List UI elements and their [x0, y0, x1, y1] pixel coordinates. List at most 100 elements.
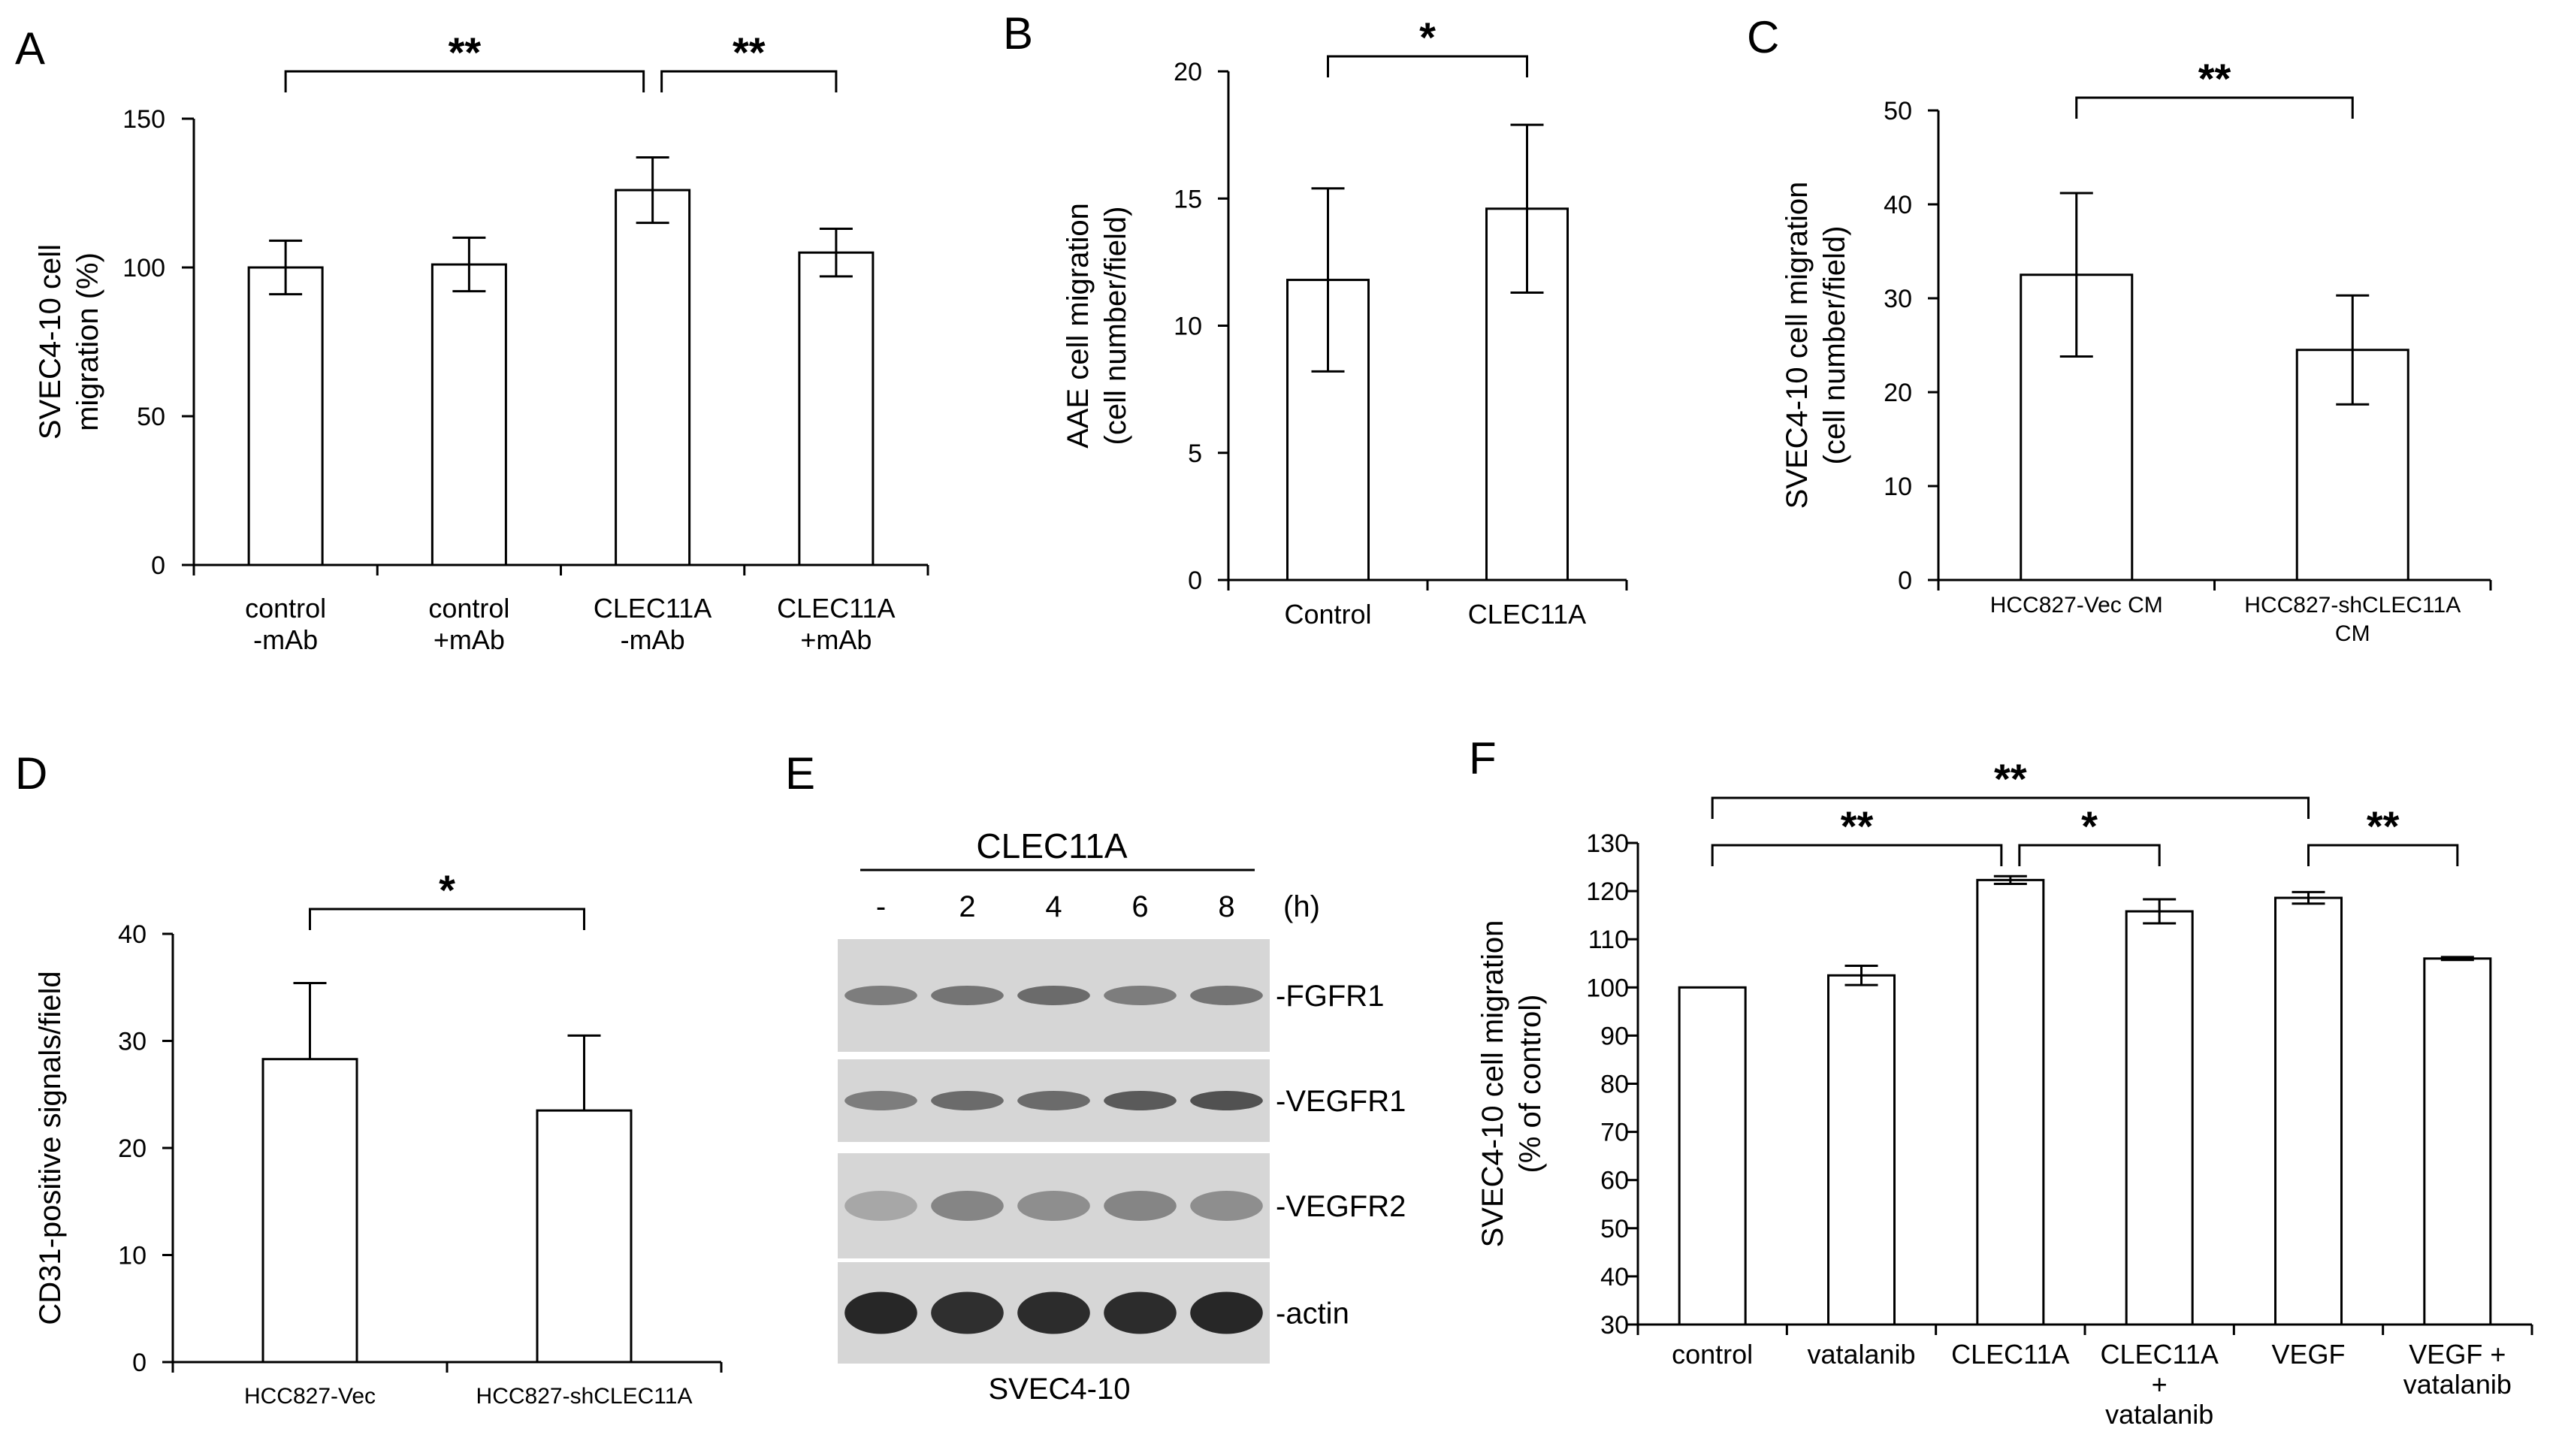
significance-bracket — [309, 908, 585, 930]
lane-label: 6 — [1131, 890, 1148, 923]
blot-row-label: -FGFR1 — [1276, 980, 1384, 1013]
y-tick-label: 80 — [1600, 1071, 1629, 1099]
y-tick-label: 10 — [1174, 313, 1202, 341]
y-tick-label: 10 — [118, 1242, 147, 1270]
y-tick-label: 50 — [1600, 1215, 1629, 1243]
y-tick-label: 150 — [122, 105, 165, 134]
y-axis-label: SVEC4-10 cell — [34, 244, 67, 440]
blot-band — [1190, 1191, 1263, 1221]
blot-band — [931, 1291, 1004, 1334]
y-axis-label: AAE cell migration — [1062, 203, 1095, 449]
bar — [247, 266, 324, 566]
significance-bracket — [1711, 796, 2310, 819]
y-tick-label: 0 — [132, 1349, 147, 1377]
bar — [536, 1109, 633, 1364]
category-label: CLEC11A — [594, 593, 711, 624]
y-tick-label: 90 — [1600, 1022, 1629, 1050]
chart-f: 30 40 50 60 70 80 90 100 110 120 130 control vatalan… — [1476, 755, 2533, 1430]
category-label: VEGF — [2271, 1339, 2345, 1370]
blot-cell-line: SVEC4-10 — [989, 1373, 1131, 1406]
category-label: CLEC11A — [777, 593, 895, 624]
panel-label-a: A — [15, 23, 45, 74]
bar — [615, 189, 691, 566]
blot-band — [931, 986, 1004, 1005]
blot-band — [1104, 1091, 1177, 1110]
blot-row-label: -actin — [1276, 1297, 1349, 1331]
category-label: vatalanib — [2105, 1399, 2213, 1430]
category-label: +mAb — [434, 624, 505, 655]
bar — [2274, 896, 2343, 1326]
blot-band — [1190, 1091, 1263, 1110]
y-tick-label: 15 — [1174, 185, 1202, 213]
panel-label-f: F — [1469, 733, 1497, 784]
blot-band — [844, 1291, 917, 1334]
significance-stars: * — [1419, 14, 1436, 61]
lane-label: 2 — [959, 890, 975, 923]
y-tick-label: 20 — [1174, 58, 1202, 86]
y-axis-label: CD31-positive signals/field — [34, 971, 67, 1325]
y-tick-label: 30 — [1884, 285, 1912, 313]
y-tick-label: 0 — [1188, 566, 1202, 595]
category-label: HCC827-shCLEC11A — [476, 1384, 693, 1409]
category-label: HCC827-shCLEC11A — [2244, 593, 2461, 618]
significance-stars: ** — [449, 29, 482, 76]
significance-stars: * — [439, 866, 455, 914]
blot-band — [1104, 1191, 1177, 1221]
blot-band — [1017, 1291, 1090, 1334]
category-label: CM — [2335, 621, 2370, 646]
blot-row-label: -VEGFR2 — [1276, 1190, 1406, 1223]
chart-b: 0 5 10 15 20 Control CLEC11A * AAE cell migratio… — [1062, 14, 1628, 630]
y-axis-label: SVEC4-10 cell migration — [1476, 920, 1509, 1248]
significance-bracket — [1711, 844, 2003, 866]
lane-label: 4 — [1045, 890, 1062, 923]
y-tick-label: 30 — [1600, 1311, 1629, 1340]
significance-stars: ** — [2198, 55, 2231, 102]
y-tick-label: 70 — [1600, 1119, 1629, 1147]
y-tick-label: 60 — [1600, 1167, 1629, 1195]
lane-label: 8 — [1218, 890, 1234, 923]
category-label: vatalanib — [2403, 1369, 2512, 1400]
y-tick-label: 100 — [1586, 974, 1629, 1002]
bar — [798, 251, 875, 566]
blot-band — [931, 1191, 1004, 1221]
y-tick-label: 40 — [1600, 1263, 1629, 1291]
panel-label-d: D — [15, 748, 47, 799]
category-label: control — [428, 593, 509, 624]
y-tick-label: 120 — [1586, 878, 1629, 906]
blot-band — [1104, 986, 1177, 1005]
significance-bracket — [2307, 844, 2459, 866]
blot-band — [1190, 986, 1263, 1005]
panel-label-b: B — [1003, 8, 1033, 59]
bar — [261, 1058, 358, 1364]
blot-band — [844, 986, 917, 1005]
y-tick-label: 110 — [1588, 926, 1629, 954]
significance-bracket — [284, 70, 645, 92]
significance-bracket — [2018, 844, 2161, 866]
category-label: VEGF + — [2409, 1339, 2506, 1370]
blot-band — [931, 1091, 1004, 1110]
blot-band — [844, 1091, 917, 1110]
y-tick-label: 40 — [118, 920, 147, 949]
y-axis-label: (cell number/field) — [1099, 207, 1132, 446]
category-label: Control — [1284, 599, 1371, 630]
category-label: control — [245, 593, 326, 624]
category-label: CLEC11A — [2100, 1339, 2218, 1370]
category-label: +mAb — [800, 624, 872, 655]
blot-band — [844, 1191, 917, 1221]
bar — [431, 263, 507, 566]
y-tick-label: 10 — [1884, 473, 1912, 501]
bar — [1827, 974, 1896, 1326]
significance-stars: ** — [1994, 755, 2027, 802]
blot-band — [1017, 986, 1090, 1005]
category-label: HCC827-Vec CM — [1990, 593, 2163, 618]
category-label: control — [1672, 1339, 1753, 1370]
category-label: -mAb — [621, 624, 685, 655]
category-label: + — [2152, 1369, 2168, 1400]
lane-label: - — [876, 890, 886, 923]
y-tick-label: 0 — [1898, 566, 1912, 595]
western-blot: CLEC11A (h) SVEC4-10 - 2 4 6 8 -FGFR1 -VEGFR1 -… — [838, 826, 1406, 1406]
significance-stars: ** — [2367, 802, 2400, 850]
category-label: -mAb — [253, 624, 318, 655]
significance-stars: ** — [733, 29, 766, 76]
